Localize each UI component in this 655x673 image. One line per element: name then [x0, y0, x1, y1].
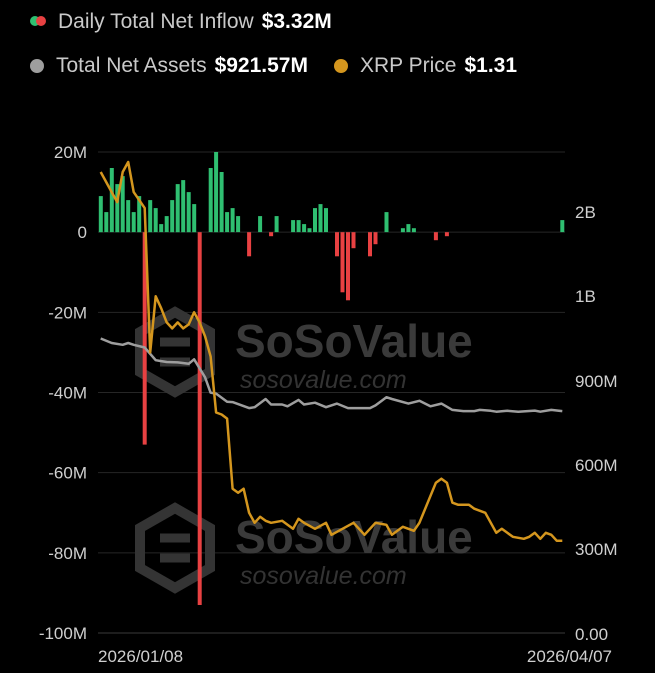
inflow-bar	[318, 204, 323, 233]
price-dot-icon	[333, 59, 348, 73]
legend-row-assets-price: Total Net Assets $921.57M XRP Price $1.3…	[30, 54, 543, 78]
inflow-bar	[186, 192, 191, 233]
inflow-bar	[274, 216, 279, 233]
legend-row-inflow: Daily Total Net Inflow $3.32M	[30, 10, 358, 34]
assets-dot-icon	[30, 59, 44, 73]
inflow-bar	[192, 204, 197, 233]
inflow-bar	[131, 212, 136, 233]
inflow-bars	[98, 152, 565, 605]
inflow-bar	[296, 220, 301, 233]
legend-inflow[interactable]: Daily Total Net Inflow $3.32M	[30, 10, 332, 34]
inflow-bar	[313, 208, 317, 233]
inflow-bar	[324, 208, 328, 233]
legend-assets[interactable]: Total Net Assets $921.57M	[30, 54, 308, 78]
legend-price[interactable]: XRP Price $1.31	[333, 54, 518, 78]
legend-assets-label: Total Net Assets	[56, 54, 207, 77]
watermarks: SoSoValuesosovalue.comSoSoValuesosovalue…	[135, 306, 473, 594]
inflow-bar	[400, 228, 405, 233]
inflow-bar	[340, 232, 345, 293]
inflow-bar	[406, 224, 411, 233]
inflow-bar	[269, 232, 274, 237]
inflow-bar	[373, 232, 378, 245]
x-tick-start: 2026/01/08	[98, 647, 183, 666]
net-assets-line	[100, 337, 563, 413]
inflow-bar	[115, 184, 120, 233]
inflow-bar	[104, 212, 109, 233]
left-tick-label: -80M	[48, 544, 87, 563]
inflow-bar	[291, 220, 296, 233]
left-tick-label: -60M	[48, 464, 87, 483]
inflow-bar	[307, 228, 312, 233]
inflow-bar	[368, 232, 372, 257]
inflow-bar	[164, 216, 169, 233]
right-tick-label: 600M	[575, 456, 618, 475]
inflow-bar	[411, 228, 416, 233]
inflow-bar	[433, 232, 438, 241]
legend-assets-value: $921.57M	[214, 54, 308, 77]
inflow-bar	[109, 168, 114, 233]
inflow-bar	[126, 200, 131, 233]
inflow-bar	[335, 232, 339, 257]
inflow-bar	[384, 212, 389, 233]
inflow-bar	[159, 224, 164, 233]
inflow-bar	[302, 224, 307, 233]
sosovalue-logo	[135, 502, 215, 594]
inflow-bar	[236, 216, 241, 233]
right-tick-label: 900M	[575, 372, 618, 391]
legend-price-label: XRP Price	[359, 54, 457, 77]
right-tick-label: 300M	[575, 540, 618, 559]
legend-inflow-label: Daily Total Net Inflow	[58, 10, 254, 33]
right-tick-label: 0.00	[575, 625, 608, 644]
inflow-bar	[351, 232, 356, 249]
inflow-bar	[181, 180, 186, 233]
inflow-bar	[230, 208, 235, 233]
watermark-brand: SoSoValue	[235, 315, 473, 367]
inflow-bar	[219, 172, 224, 233]
left-tick-label: -100M	[39, 624, 87, 643]
inflow-bar	[148, 200, 153, 233]
right-tick-label: 2B	[575, 203, 596, 222]
inflow-dot-icon	[30, 15, 46, 29]
x-axis: 2026/01/08 2026/04/07	[98, 647, 612, 666]
left-axis: 20M 0 -20M -40M -60M -80M -100M	[39, 143, 87, 643]
inflow-bar	[258, 216, 263, 233]
legend-price-value: $1.31	[464, 54, 518, 77]
right-axis: 2B 1B 900M 600M 300M 0.00	[575, 203, 618, 644]
inflow-bar	[137, 196, 142, 233]
inflow-bar	[170, 200, 175, 233]
watermark-domain: sosovalue.com	[240, 562, 407, 590]
left-tick-label: 0	[78, 223, 87, 242]
inflow-bar	[197, 232, 202, 605]
inflow-bar	[560, 220, 565, 233]
inflow-bar	[208, 168, 213, 233]
watermark-domain: sosovalue.com	[240, 366, 407, 394]
inflow-bar	[346, 232, 350, 301]
left-tick-label: -40M	[48, 384, 87, 403]
left-tick-label: 20M	[54, 143, 87, 162]
inflow-bar	[225, 212, 230, 233]
legend-inflow-value: $3.32M	[261, 10, 332, 33]
inflow-bar	[444, 232, 449, 237]
inflow-bar	[120, 176, 125, 233]
inflow-bar	[153, 208, 158, 233]
left-tick-label: -20M	[48, 303, 87, 322]
xrp-price-line	[99, 160, 563, 543]
inflow-bar	[214, 152, 219, 233]
inflow-bar	[98, 196, 103, 233]
x-tick-end: 2026/04/07	[527, 647, 612, 666]
right-tick-label: 1B	[575, 287, 596, 306]
inflow-bar	[175, 184, 180, 233]
inflow-bar	[142, 232, 147, 445]
watermark-brand: SoSoValue	[235, 511, 473, 563]
inflow-bar	[247, 232, 252, 257]
